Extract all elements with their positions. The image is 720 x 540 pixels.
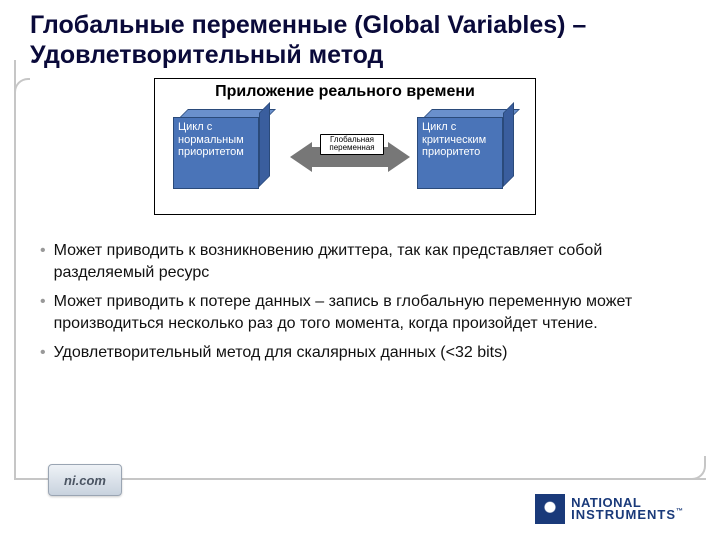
list-item: •Может приводить к потере данных – запис… (40, 291, 670, 334)
cube-normal-priority: Цикл с нормальным приоритетом (173, 109, 268, 189)
double-arrow: Глобальная переменная (290, 134, 410, 180)
slide: Глобальные переменные (Global Variables)… (0, 0, 720, 540)
logo-tm: ™ (676, 508, 684, 515)
arrow-left-head (290, 142, 312, 172)
frame-top-left-corner (14, 78, 30, 94)
ni-logo: NATIONAL INSTRUMENTS™ (535, 494, 684, 524)
cube-front-label: Цикл с нормальным приоритетом (173, 117, 259, 189)
cube-side (259, 102, 270, 187)
page-title: Глобальные переменные (Global Variables)… (30, 10, 690, 70)
bullet-dot: • (40, 291, 46, 334)
ni-eagle-icon (535, 494, 565, 524)
cube-critical-priority: Цикл с критическим приоритето (417, 109, 512, 189)
arrow-right-head (388, 142, 410, 172)
bullet-text: Может приводить к возникновению джиттера… (54, 240, 670, 283)
cube-front-label: Цикл с критическим приоритето (417, 117, 503, 189)
bullet-dot: • (40, 342, 46, 364)
bullet-text: Может приводить к потере данных – запись… (54, 291, 670, 334)
arrow-label: Глобальная переменная (320, 134, 384, 155)
bullet-dot: • (40, 240, 46, 283)
list-item: • Удовлетворительный метод для скалярных … (40, 342, 670, 364)
frame-left-line (14, 60, 16, 480)
ni-com-badge: ni.com (48, 464, 122, 496)
ni-logo-text: NATIONAL INSTRUMENTS™ (571, 497, 684, 522)
frame-corner (682, 456, 706, 480)
logo-line2: INSTRUMENTS (571, 507, 676, 522)
bullet-list: •Может приводить к возникновению джиттер… (40, 240, 670, 372)
diagram-label: Приложение реального времени (155, 83, 535, 101)
bullet-text: Удовлетворительный метод для скалярных д… (54, 342, 508, 364)
cube-side (503, 102, 514, 187)
diagram-box: Приложение реального времени Цикл с норм… (154, 78, 536, 215)
list-item: •Может приводить к возникновению джиттер… (40, 240, 670, 283)
